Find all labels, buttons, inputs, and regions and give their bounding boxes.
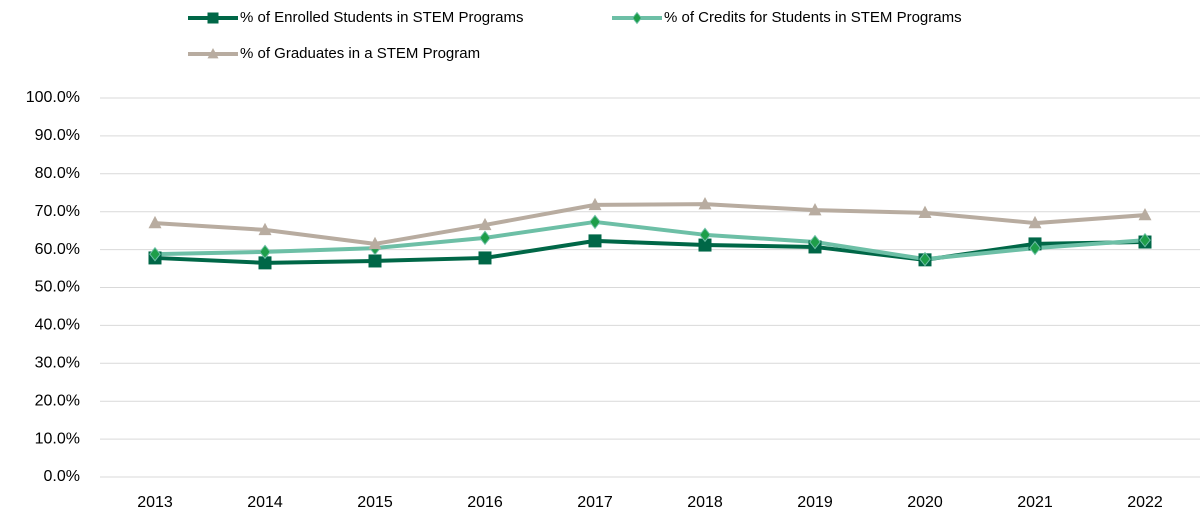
- marker: [258, 256, 272, 270]
- y-tick-label: 70.0%: [35, 203, 80, 220]
- x-tick-label: 2018: [687, 494, 723, 511]
- legend-marker: [207, 47, 219, 59]
- series-line: [154, 202, 1146, 246]
- marker: [809, 234, 821, 250]
- y-tick-label: 90.0%: [35, 127, 80, 144]
- marker: [588, 234, 602, 248]
- marker: [479, 230, 491, 246]
- y-tick-label: 10.0%: [35, 430, 80, 447]
- x-tick-label: 2020: [907, 494, 943, 511]
- x-tick-label: 2014: [247, 494, 283, 511]
- x-tick-label: 2015: [357, 494, 393, 511]
- legend-label: % of Enrolled Students in STEM Programs: [240, 9, 523, 26]
- marker: [698, 196, 712, 210]
- marker: [699, 227, 711, 243]
- x-tick-label: 2022: [1127, 494, 1163, 511]
- x-tick-label: 2017: [577, 494, 613, 511]
- marker: [919, 251, 931, 267]
- marker: [259, 244, 271, 260]
- marker: [698, 238, 712, 252]
- x-tick-label: 2021: [1017, 494, 1053, 511]
- y-tick-label: 80.0%: [35, 165, 80, 182]
- marker: [149, 246, 161, 262]
- y-tick-label: 60.0%: [35, 241, 80, 258]
- x-tick-label: 2013: [137, 494, 173, 511]
- marker: [478, 217, 492, 231]
- y-tick-label: 50.0%: [35, 279, 80, 296]
- legend-label: % of Credits for Students in STEM Progra…: [664, 9, 962, 26]
- marker: [1028, 215, 1042, 229]
- marker: [258, 222, 272, 236]
- legend-marker: [207, 12, 219, 24]
- marker: [588, 197, 602, 211]
- y-tick-label: 40.0%: [35, 317, 80, 334]
- x-tick-label: 2016: [467, 494, 503, 511]
- marker: [368, 254, 382, 268]
- marker: [1138, 207, 1152, 221]
- legend-marker: [631, 11, 643, 25]
- marker: [1029, 240, 1041, 256]
- y-tick-label: 30.0%: [35, 355, 80, 372]
- x-tick-label: 2019: [797, 494, 833, 511]
- marker: [478, 251, 492, 265]
- marker: [1139, 232, 1151, 248]
- marker: [918, 205, 932, 219]
- marker: [589, 214, 601, 230]
- marker: [368, 236, 382, 250]
- y-tick-label: 0.0%: [44, 468, 80, 485]
- marker: [148, 215, 162, 229]
- y-tick-label: 100.0%: [26, 89, 80, 106]
- legend-label: % of Graduates in a STEM Program: [240, 45, 480, 62]
- marker: [808, 203, 822, 216]
- y-tick-label: 20.0%: [35, 392, 80, 409]
- series-line: [154, 219, 1146, 262]
